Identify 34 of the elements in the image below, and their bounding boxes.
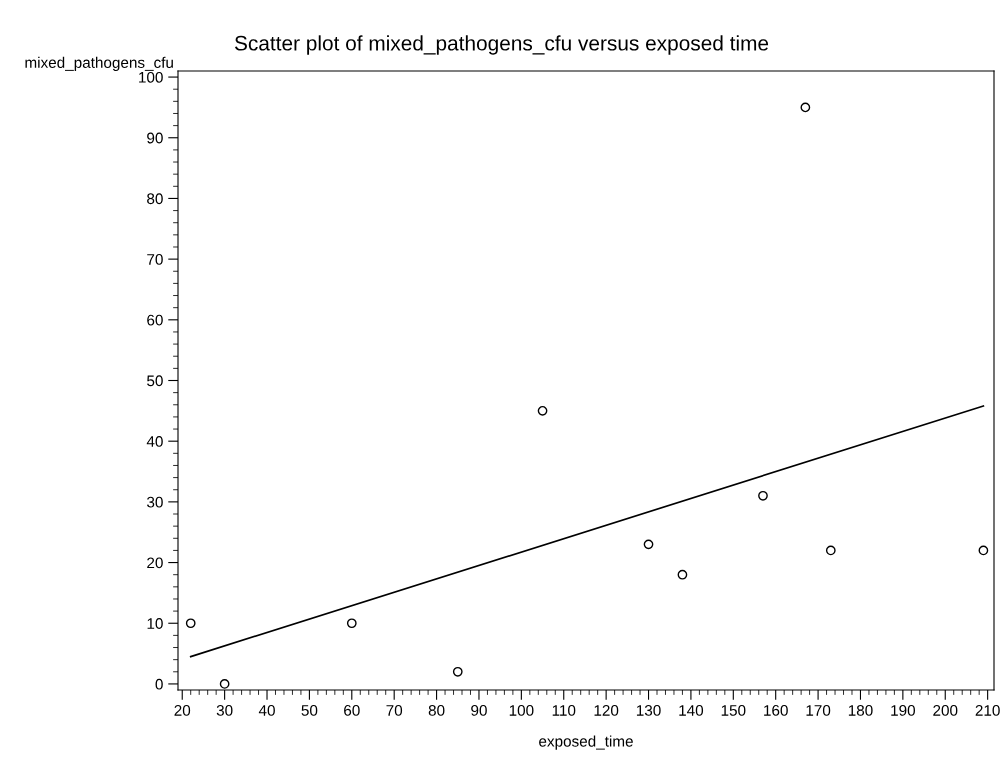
x-axis-title: exposed_time — [539, 735, 633, 750]
x-tick-label: 140 — [679, 704, 704, 716]
x-tick-label: 80 — [428, 704, 445, 716]
y-tick-label: 0 — [155, 678, 163, 690]
x-tick-label: 20 — [174, 704, 191, 716]
x-tick-label: 160 — [764, 704, 788, 716]
x-tick-label: 60 — [344, 704, 360, 716]
y-tick-label: 50 — [147, 375, 163, 387]
x-tick-label: 110 — [552, 704, 576, 716]
y-tick-label: 100 — [139, 71, 163, 83]
y-tick-label: 60 — [147, 314, 163, 326]
y-tick-label: 70 — [147, 254, 163, 265]
x-tick-label: 210 — [975, 704, 1000, 716]
y-tick-label: 40 — [146, 436, 163, 447]
x-tick-label: 130 — [636, 704, 661, 716]
y-tick-label: 80 — [147, 193, 163, 205]
y-tick-label: 20 — [147, 557, 163, 569]
y-tick-label: 10 — [147, 618, 163, 629]
x-tick-label: 120 — [594, 704, 619, 716]
x-tick-label: 30 — [216, 704, 233, 716]
y-tick-label: 30 — [147, 496, 163, 508]
y-axis-title: mixed_pathogens_cfu — [25, 56, 173, 71]
y-tick-label: 90 — [147, 132, 163, 144]
x-tick-label: 90 — [471, 704, 487, 716]
x-tick-label: 40 — [258, 704, 275, 716]
x-tick-label: 180 — [848, 704, 873, 716]
x-tick-label: 50 — [301, 704, 318, 716]
x-tick-label: 100 — [509, 704, 534, 716]
x-tick-label: 200 — [933, 704, 958, 716]
x-tick-label: 150 — [721, 704, 746, 716]
x-tick-label: 70 — [386, 704, 403, 716]
x-tick-label: 170 — [806, 704, 831, 716]
x-tick-label: 190 — [891, 704, 916, 716]
chart-title: Scatter plot of mixed_pathogens_cfu versus exposed time — [234, 35, 769, 55]
